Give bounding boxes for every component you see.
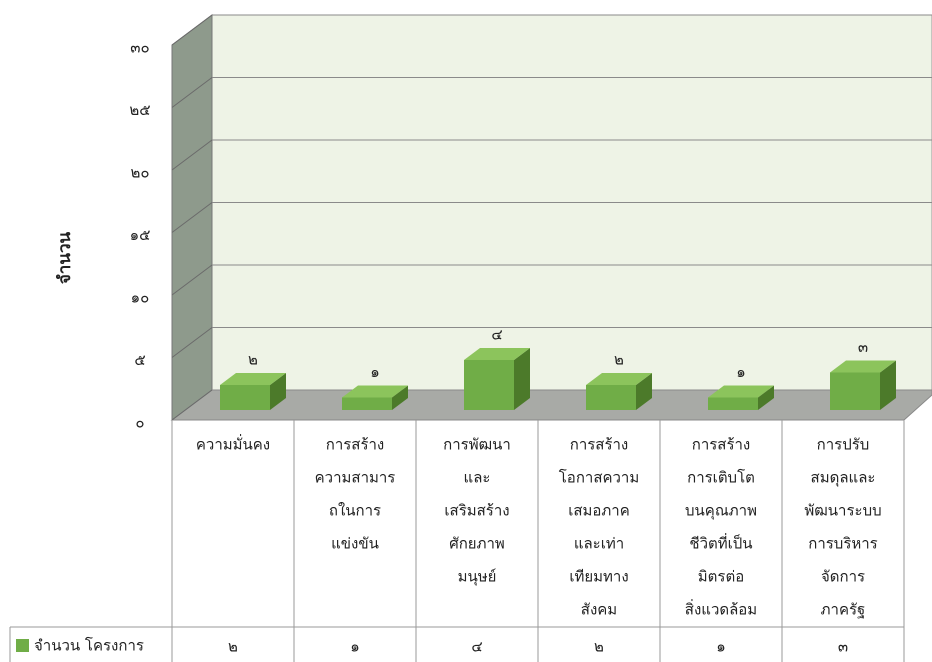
grid-line xyxy=(171,264,213,296)
y-tick-label: ๒๕ xyxy=(129,101,150,119)
x-tick-label: ความมั่นคง xyxy=(196,434,270,454)
data-label: ๒ xyxy=(248,351,258,369)
y-tick-label: ๑๐ xyxy=(131,289,150,307)
bar-side xyxy=(636,373,652,410)
x-tick-label: พัฒนาระบบ xyxy=(804,502,881,520)
x-tick-label: สมดุลและ xyxy=(811,469,876,488)
x-tick-label: โอกาสความ xyxy=(559,469,640,487)
bar xyxy=(708,397,758,410)
x-tick-label: มนุษย์ xyxy=(458,568,497,587)
x-tick-label: แข่งขัน xyxy=(331,535,379,553)
bar xyxy=(464,360,514,410)
table-value: ๔ xyxy=(471,638,482,656)
grid-line xyxy=(171,327,213,358)
x-tick-label: และเท่า xyxy=(574,535,624,553)
bar-top xyxy=(342,385,408,398)
x-tick-label: การสร้าง xyxy=(326,436,385,454)
legend-swatch xyxy=(16,639,29,652)
grid-line xyxy=(171,14,213,46)
grid-line xyxy=(171,202,213,233)
bar xyxy=(342,397,392,410)
x-tick-label: ภาครัฐ xyxy=(821,601,866,619)
table-value: ๑ xyxy=(350,638,360,656)
x-tick-label: บนคุณภาพ xyxy=(685,502,757,521)
data-label: ๑ xyxy=(736,363,746,381)
x-tick-label: เทียมทาง xyxy=(569,568,628,586)
table-value: ๑ xyxy=(716,638,726,656)
bar-top xyxy=(464,348,530,360)
bar-side xyxy=(270,373,286,410)
grid-line xyxy=(171,139,213,171)
bar-top xyxy=(830,360,896,373)
x-tick-label: ถในการ xyxy=(329,502,381,520)
x-tick-label: และ xyxy=(464,469,491,487)
bar-side xyxy=(514,348,530,410)
y-tick-label: ๑๕ xyxy=(130,226,151,244)
legend-label: จำนวน โครงการ xyxy=(34,637,144,655)
data-label: ๔ xyxy=(491,326,502,344)
x-tick-label: ศักยภาพ xyxy=(449,535,505,553)
x-tick-label: สังคม xyxy=(581,601,617,619)
bar xyxy=(830,372,880,410)
bar-side xyxy=(880,360,896,410)
bar-side xyxy=(392,385,408,410)
x-tick-label: จัดการ xyxy=(821,568,865,586)
x-tick-label: การบริหาร xyxy=(808,535,878,553)
data-label: ๒ xyxy=(614,351,624,369)
y-axis-label: จำนวน xyxy=(55,231,75,284)
x-tick-label: ชีวิตที่เป็น xyxy=(689,533,752,553)
data-label: ๑ xyxy=(370,363,380,381)
data-label: ๓ xyxy=(858,338,868,356)
bar-side xyxy=(758,385,774,410)
bar-top xyxy=(586,373,652,385)
y-tick-label: ๓๐ xyxy=(130,39,149,57)
x-tick-label: การปรับ xyxy=(817,436,870,454)
x-tick-label: เสมอภาค xyxy=(568,502,630,520)
table-value: ๒ xyxy=(228,638,238,656)
table-value: ๒ xyxy=(594,638,604,656)
x-tick-label: การเติบโต xyxy=(687,469,755,487)
y-tick-label: ๕ xyxy=(134,351,145,369)
x-tick-label: สิ่งแวดล้อม xyxy=(685,599,757,619)
bar-top xyxy=(220,373,286,385)
grid-line xyxy=(171,389,213,421)
x-tick-label: การสร้าง xyxy=(692,436,751,454)
x-tick-label: การสร้าง xyxy=(570,436,629,454)
x-tick-label: มิตรต่อ xyxy=(698,568,744,586)
y-tick-label: ๒๐ xyxy=(130,164,149,182)
bar xyxy=(586,385,636,410)
x-tick-label: ความสามาร xyxy=(315,469,396,487)
table-value: ๓ xyxy=(838,638,848,656)
x-tick-label: การพัฒนา xyxy=(443,436,511,454)
grid-line xyxy=(171,77,213,108)
x-tick-label: เสริมสร้าง xyxy=(444,502,509,520)
y-tick-label: ๐ xyxy=(135,414,144,432)
bar-top xyxy=(708,385,774,398)
bar xyxy=(220,385,270,410)
